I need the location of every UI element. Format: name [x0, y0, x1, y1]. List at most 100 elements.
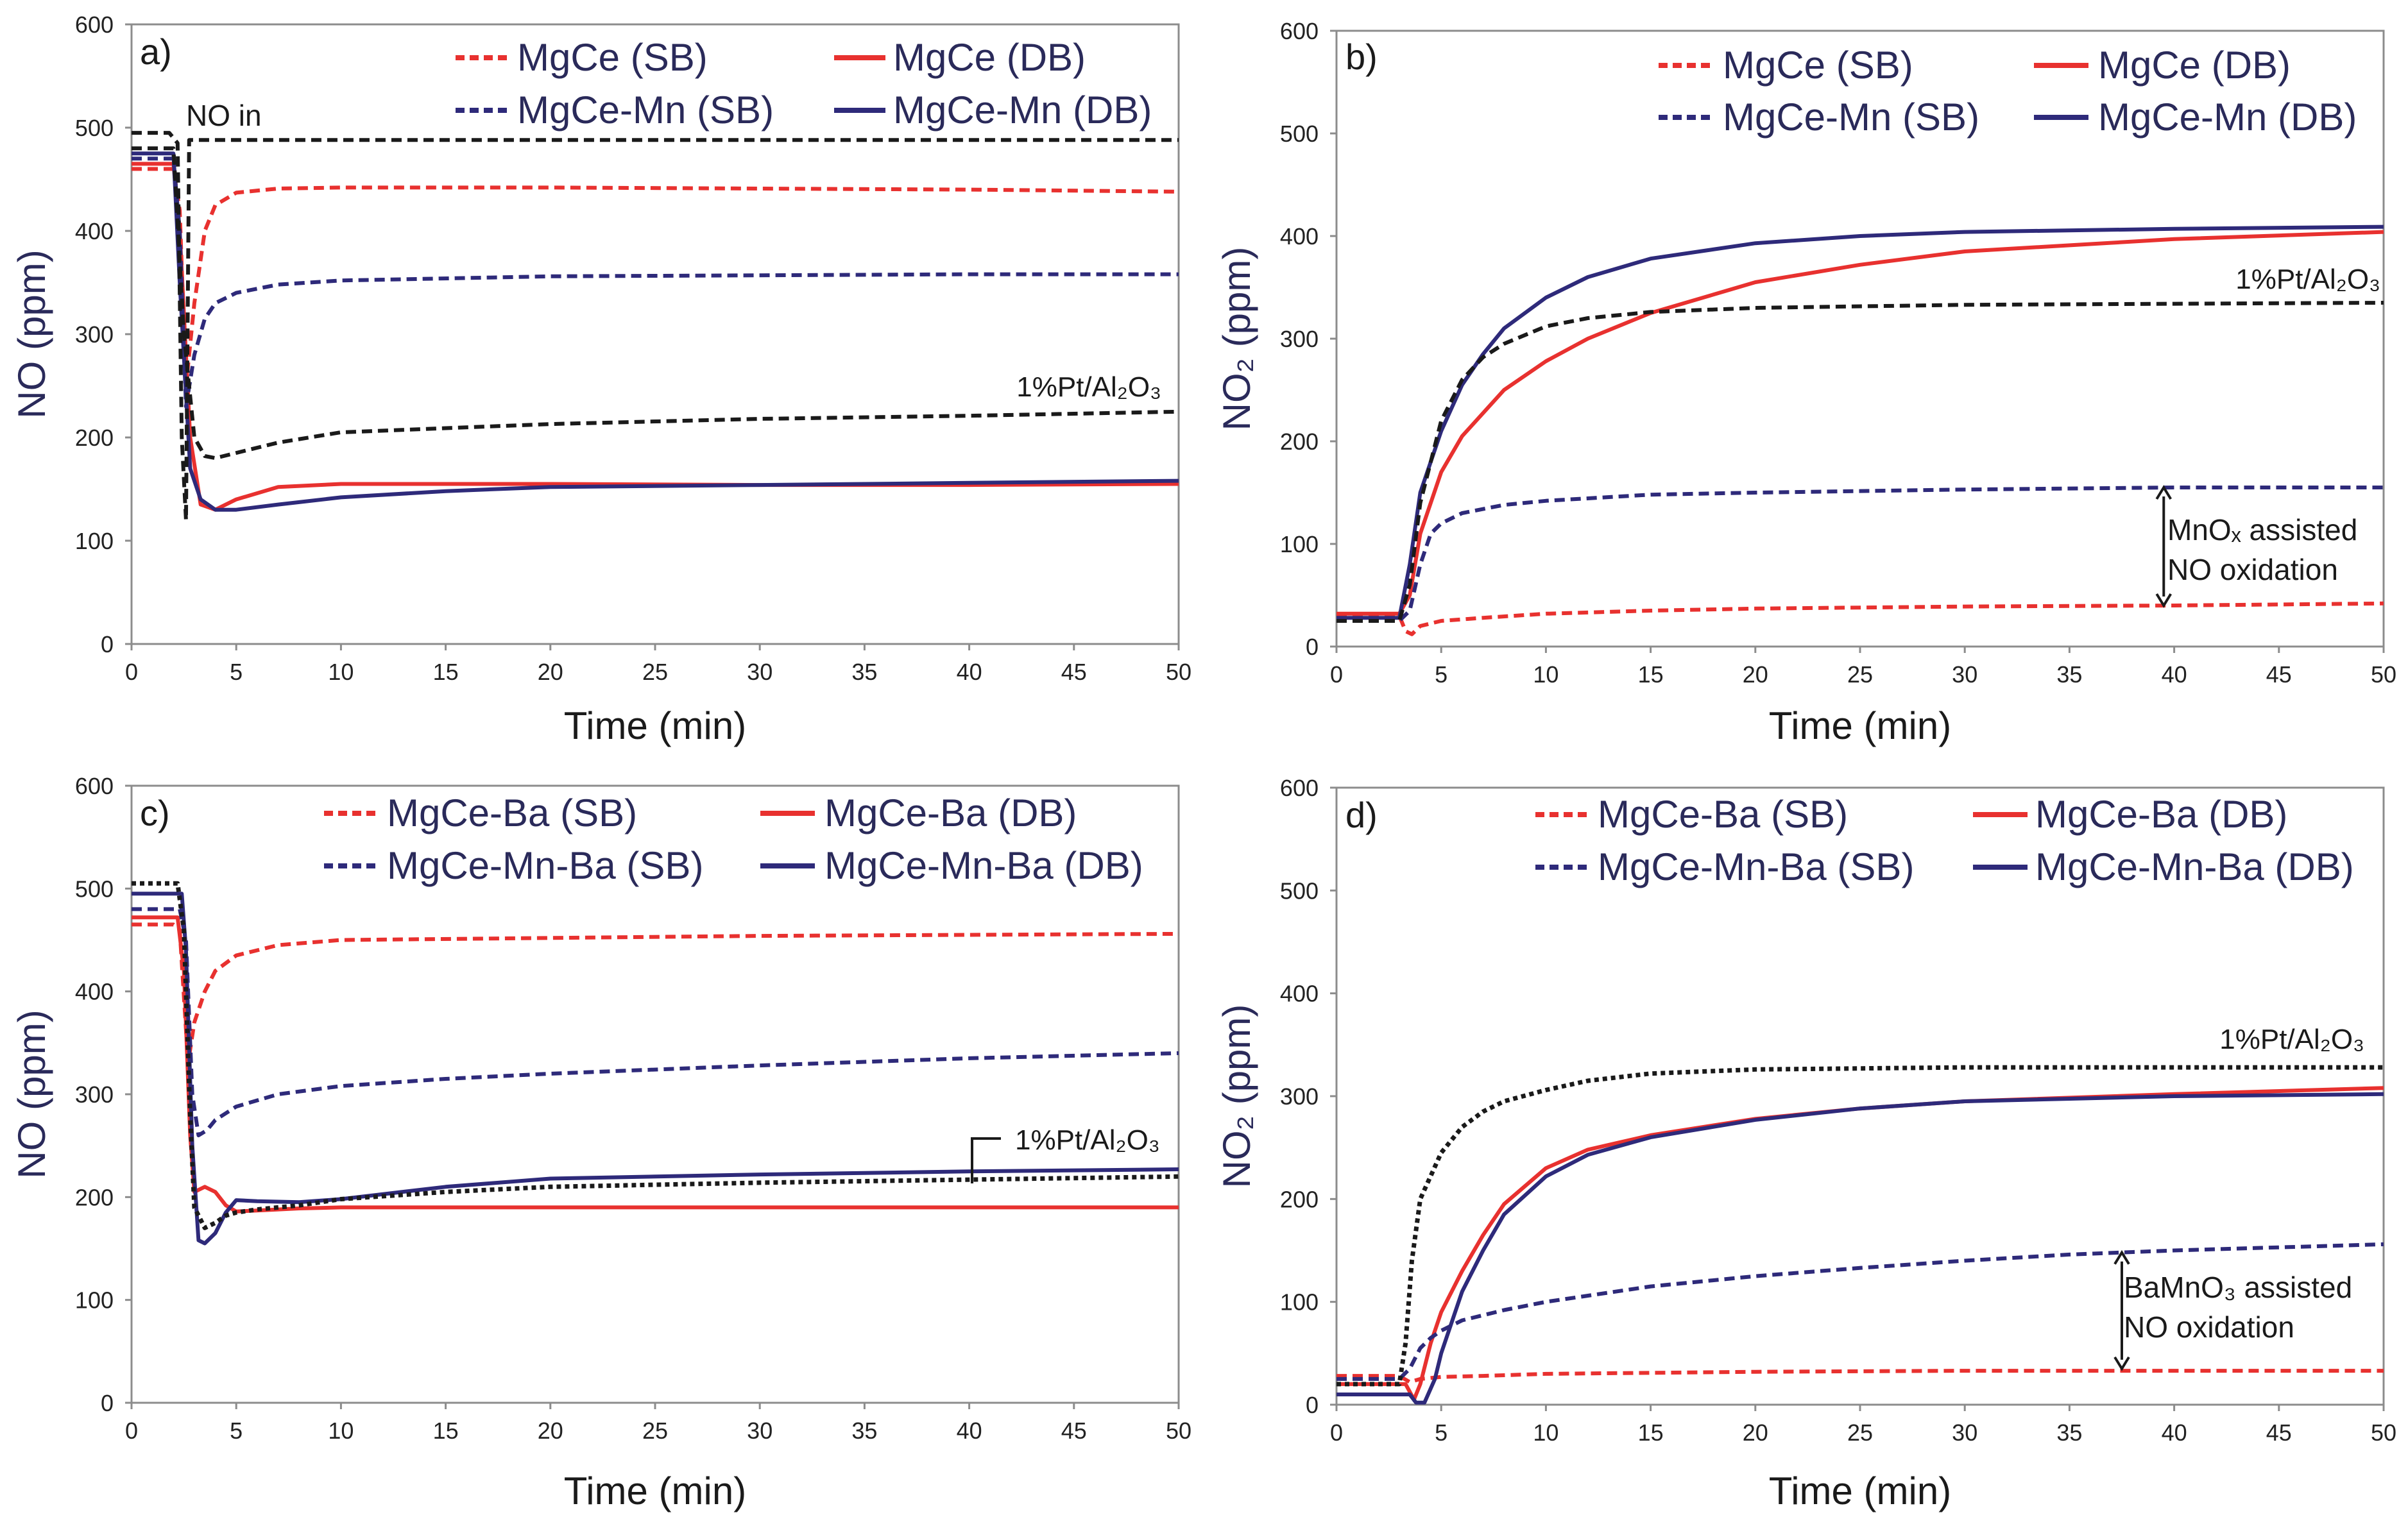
- x-tick-label: 45: [2266, 1419, 2292, 1446]
- panel-label: a): [140, 31, 172, 72]
- legend-label: MgCe-Mn-Ba (DB): [2035, 845, 2354, 888]
- x-tick-label: 25: [1847, 661, 1873, 688]
- panel-b: b) NO₂ (ppm) Time (min) 0 5 10 15 20 25 30 35 40…: [1215, 18, 2396, 747]
- x-tick-label: 45: [1061, 659, 1087, 685]
- x-tick-label: 40: [2162, 1419, 2187, 1446]
- x-tick-label: 40: [957, 1418, 982, 1444]
- series-line: [132, 131, 1179, 522]
- legend-label: MgCe (DB): [893, 36, 1086, 79]
- x-axis-title: Time (min): [564, 1469, 746, 1512]
- x-tick-label: 50: [2371, 661, 2396, 688]
- arrow-head-up: [2113, 1249, 2130, 1265]
- series-line: [1336, 1086, 2384, 1401]
- y-tick-label: 300: [75, 321, 114, 348]
- reference-label: 1%Pt/Al₂O₃: [1015, 1124, 1160, 1156]
- y-axis-title: NO₂ (ppm): [1215, 1004, 1258, 1189]
- x-tick-label: 35: [851, 659, 877, 685]
- x-tick-label: 0: [1330, 1419, 1343, 1446]
- x-tick-label: 15: [433, 1418, 459, 1444]
- x-tick-label: 15: [1638, 1419, 1664, 1446]
- series-line: [132, 881, 1179, 1230]
- x-tick-label: 30: [1952, 1419, 1977, 1446]
- series-line: [1336, 601, 2384, 636]
- x-tick-label: 5: [230, 1418, 243, 1444]
- y-tick-label: 300: [75, 1081, 114, 1108]
- legend-label: MgCe-Ba (DB): [824, 792, 1077, 834]
- series-line: [132, 157, 1179, 409]
- legend-label: MgCe (SB): [517, 36, 708, 79]
- panel-c: c) NO (ppm) Time (min) 0 5 10 15 20 25 30 35 40 4…: [10, 773, 1191, 1512]
- arrow-head-down: [2155, 593, 2172, 608]
- assist-label-line1: BaMnO₃ assisted: [2124, 1271, 2352, 1304]
- legend-label: MgCe (DB): [2098, 44, 2291, 87]
- legend: MgCe-Ba (SB) MgCe-Ba (DB) MgCe-Mn-Ba (SB…: [1535, 793, 2354, 888]
- x-tick-label: 0: [125, 659, 138, 685]
- series-line: [132, 922, 1179, 1065]
- legend-label: MgCe (SB): [1723, 44, 1913, 87]
- x-tick-label: 0: [1330, 661, 1343, 688]
- reference-leader: [971, 1137, 1001, 1183]
- y-tick-label: 0: [1306, 1392, 1319, 1418]
- y-tick-label: 200: [75, 425, 114, 451]
- legend-label: MgCe-Mn (DB): [2098, 96, 2357, 139]
- y-tick-label: 0: [101, 631, 114, 657]
- legend-label: MgCe-Mn-Ba (DB): [824, 844, 1143, 887]
- reference-label: 1%Pt/Al₂O₃: [2219, 1024, 2364, 1055]
- series-line: [1336, 301, 2384, 623]
- x-tick-label: 15: [433, 659, 459, 685]
- legend-label: MgCe-Mn (SB): [1723, 96, 1979, 139]
- x-tick-label: 15: [1638, 661, 1664, 688]
- y-tick-label: 0: [1306, 634, 1319, 660]
- series-line: [1336, 224, 2384, 620]
- x-tick-label: 10: [1533, 1419, 1558, 1446]
- y-axis-title: NO₂ (ppm): [1215, 247, 1258, 431]
- x-tick-label: 10: [328, 1418, 354, 1444]
- series-line: [1336, 1092, 2384, 1405]
- y-axis-title: NO (ppm): [10, 1010, 53, 1178]
- series-line: [1336, 1369, 2384, 1384]
- series-line: [132, 151, 1179, 512]
- assist-label-line2: NO oxidation: [2167, 553, 2338, 586]
- legend-label: MgCe-Ba (DB): [2035, 793, 2287, 836]
- y-tick-label: 400: [1280, 223, 1319, 250]
- legend-label: MgCe-Mn (SB): [517, 89, 774, 131]
- x-tick-label: 20: [538, 1418, 563, 1444]
- legend: MgCe (SB) MgCe (DB) MgCe-Mn (SB) MgCe-Mn…: [1659, 44, 2357, 139]
- y-tick-label: 100: [75, 528, 114, 554]
- x-tick-label: 20: [1743, 661, 1768, 688]
- x-tick-label: 5: [1435, 661, 1447, 688]
- x-tick-label: 25: [1847, 1419, 1873, 1446]
- x-tick-label: 20: [1743, 1419, 1768, 1446]
- y-tick-label: 300: [1280, 326, 1319, 352]
- y-tick-label: 100: [75, 1287, 114, 1314]
- y-tick-label: 600: [75, 773, 114, 799]
- legend-label: MgCe-Ba (SB): [387, 792, 637, 834]
- series-group: [1336, 1065, 2384, 1405]
- x-tick-label: 10: [1533, 661, 1558, 688]
- assist-label-line1: MnOₓ assisted: [2167, 513, 2357, 546]
- x-tick-label: 0: [125, 1418, 138, 1444]
- panel-d: d) NO₂ (ppm) Time (min) 0 5 10 15 20 25 30 35 40…: [1215, 775, 2396, 1512]
- legend-label: MgCe-Mn-Ba (SB): [387, 844, 703, 887]
- x-tick-label: 50: [2371, 1419, 2396, 1446]
- arrow-head-up: [2155, 485, 2172, 500]
- x-tick-label: 45: [2266, 661, 2292, 688]
- x-tick-label: 20: [538, 659, 563, 685]
- series-line: [132, 915, 1179, 1214]
- y-tick-label: 500: [75, 115, 114, 141]
- x-tick-label: 25: [642, 1418, 668, 1444]
- x-tick-label: 25: [642, 659, 668, 685]
- x-tick-label: 35: [851, 1418, 877, 1444]
- x-tick-label: 30: [747, 1418, 773, 1444]
- y-tick-label: 400: [75, 979, 114, 1005]
- assist-arrow: [2155, 485, 2172, 608]
- x-tick-label: 45: [1061, 1418, 1087, 1444]
- reference-label: 1%Pt/Al₂O₃: [1016, 371, 1161, 403]
- y-tick-label: 600: [1280, 775, 1319, 801]
- y-tick-label: 600: [75, 12, 114, 38]
